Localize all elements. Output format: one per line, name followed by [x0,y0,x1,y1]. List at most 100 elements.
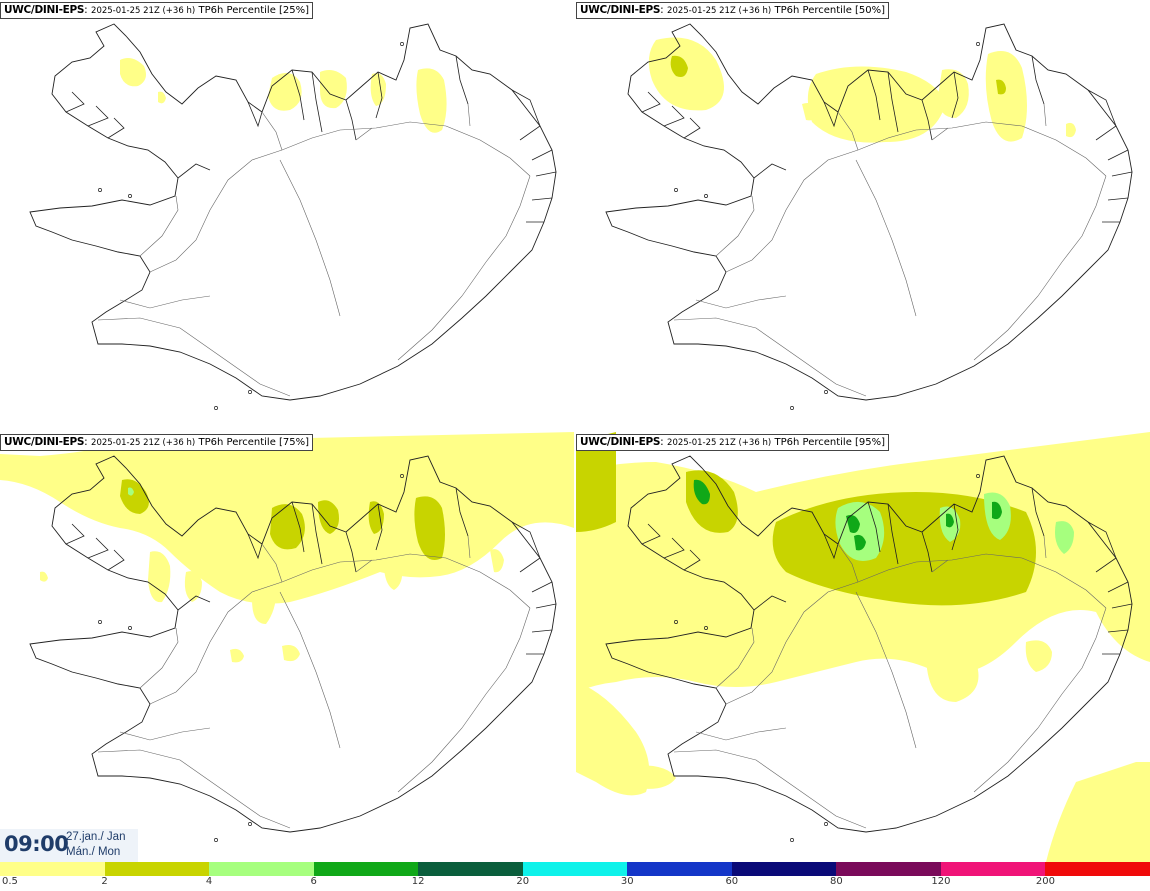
islet [790,406,794,410]
panel-title: UWC/DINI-EPS: 2025-01-25 21Z (+36 h) TP6… [576,434,890,451]
precipitation-area [1025,640,1052,672]
legend-tick-label: 0.5 [2,876,18,887]
panel-field: TP6h Percentile [25%] [198,5,310,16]
road-line [261,543,283,583]
road-line [139,627,179,689]
precipitation-area [318,500,339,534]
road-line [931,127,949,141]
precipitation-area [670,55,688,77]
panel-source: UWC/DINI-EPS [580,4,661,16]
legend-tick-label: 120 [931,876,951,887]
fjord-line [921,531,933,573]
road-line [973,607,1107,793]
map-panel-p50: UWC/DINI-EPS: 2025-01-25 21Z (+36 h) TP6… [576,0,1150,430]
fjord-line [535,171,557,177]
fjord-line [511,521,541,559]
precipitation-area [846,515,860,533]
road-line [715,627,755,689]
legend-tick-label: 4 [205,876,213,887]
road-line [725,121,1107,273]
precipitation-area [1074,561,1092,592]
islet [248,390,252,394]
fjord-line [531,197,553,201]
islet [98,620,102,624]
fjord-line [375,503,383,551]
fjord-line [1087,89,1117,127]
road-line [695,295,787,309]
road-line [715,195,755,257]
road-line [355,559,373,573]
road-line [279,159,341,317]
road-line [855,591,917,749]
precipitation-area [626,765,676,789]
panel-field: TP6h Percentile [50%] [774,5,886,16]
fjord-line [519,125,541,141]
precipitation-layer [576,432,1150,862]
fjord-line [887,503,899,565]
precipitation-area [995,550,1024,592]
fjord-line [887,71,899,133]
islet [824,390,828,394]
legend-swatch [836,862,942,876]
panel-source: UWC/DINI-EPS [4,436,85,448]
fjord-line [1095,125,1117,141]
color-scale-legend: 0.5 2 4 6 12 20 30 60 80 120 200 [0,862,1150,891]
coastline [29,455,557,833]
fjord-line [345,531,357,573]
precipitation-area [576,432,616,532]
islet [704,626,708,630]
legend-tick-label: 2 [101,876,108,887]
precipitation-area [120,58,146,87]
precipitation-layer [120,58,447,133]
fjord-line [375,71,383,119]
coastline [29,23,557,401]
fjord-line [1107,149,1129,161]
precipitation-layer [648,37,1076,143]
fjord-line [753,595,787,611]
fjord-line [311,503,323,565]
panel-field: TP6h Percentile [75%] [198,437,310,448]
fjord-line [177,163,211,179]
road-line [695,727,787,741]
fjord-line [753,163,787,179]
precipitation-area [370,73,386,106]
legend-swatch [627,862,733,876]
coastline [605,455,1133,833]
road-line [139,195,179,257]
precipitation-area [416,68,447,133]
precipitation-area [148,551,171,603]
precipitation-area [320,70,347,109]
legend-swatch [731,862,837,876]
valid-time-box: 09:00 27.jan./ Jan Mán./ Mon [0,829,138,862]
islet [824,822,828,826]
fjord-line [663,105,685,127]
islet [704,194,708,198]
road-line [837,543,859,583]
islet [214,838,218,842]
fjord-line [1107,197,1129,201]
precipitation-area [1055,521,1074,554]
fjord-line [291,501,305,553]
fjord-line [683,117,701,139]
fjord-line [921,99,933,141]
fjord-line [177,595,211,611]
road-line [97,317,291,397]
road-line [279,591,341,749]
fjord-line [65,91,85,113]
iceland-map [605,23,1133,410]
precipitation-area [1066,122,1076,138]
iceland-map [29,23,557,410]
iceland-map [576,432,1150,862]
precipitation-area [158,91,166,104]
fjord-line [951,503,959,551]
legend-tick-label: 6 [310,876,317,887]
precipitation-layer [0,432,574,663]
precipitation-area [128,487,134,496]
fjord-line [951,71,959,119]
coastline [605,23,1133,401]
road-line [725,553,1107,705]
iceland-map [0,432,574,842]
legend-swatch [209,862,315,876]
legend-swatch [0,862,106,876]
precipitation-area [383,551,403,590]
